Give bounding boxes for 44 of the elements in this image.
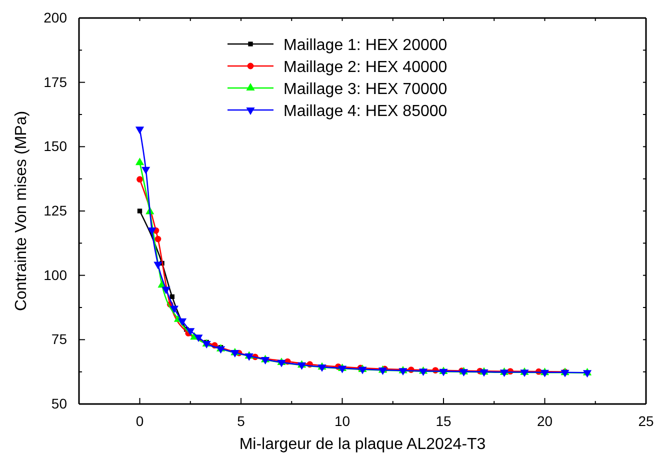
- point: [170, 294, 174, 300]
- point: [170, 306, 178, 314]
- legend-label: Maillage 1: HEX 20000: [284, 37, 448, 54]
- x-tick-label: 0: [136, 412, 144, 429]
- x-tick-label: 15: [436, 412, 452, 429]
- point: [358, 366, 367, 374]
- point: [162, 286, 170, 294]
- point: [582, 370, 592, 378]
- point: [154, 236, 162, 242]
- x-axis-title: Mi-largeur de la plaque AL2024-T3: [239, 436, 486, 453]
- point: [148, 228, 156, 236]
- x-tick-label: 20: [536, 412, 553, 429]
- legend-label: Maillage 2: HEX 40000: [284, 59, 448, 76]
- x-tick-label: 25: [638, 412, 654, 429]
- y-tick-label: 150: [44, 138, 68, 154]
- y-tick-label: 100: [44, 266, 68, 283]
- point: [154, 262, 162, 270]
- y-tick-label: 50: [51, 395, 68, 412]
- point: [230, 350, 240, 358]
- point: [378, 368, 388, 375]
- point: [186, 328, 195, 336]
- point: [136, 176, 143, 183]
- y-tick-label: 200: [44, 9, 68, 26]
- x-tick-label: 5: [237, 412, 246, 429]
- legend-label: Maillage 3: HEX 70000: [284, 81, 448, 98]
- legend-label: Maillage 4: HEX 85000: [284, 103, 448, 120]
- point: [500, 370, 509, 378]
- point: [338, 366, 347, 374]
- point: [398, 368, 408, 376]
- point: [137, 208, 142, 214]
- y-tick-label: 75: [51, 331, 68, 348]
- point: [135, 126, 144, 134]
- point: [216, 346, 226, 354]
- y-axis-title: Contrainte Von mises (MPa): [13, 110, 30, 312]
- point: [459, 369, 468, 377]
- point: [261, 357, 270, 364]
- point: [178, 318, 187, 326]
- x-tick-label: 10: [334, 412, 350, 429]
- point: [142, 166, 150, 174]
- point: [194, 334, 203, 342]
- point: [520, 370, 529, 378]
- y-tick-label: 125: [44, 202, 68, 218]
- point: [418, 368, 428, 376]
- y-tick-label: 175: [44, 74, 68, 90]
